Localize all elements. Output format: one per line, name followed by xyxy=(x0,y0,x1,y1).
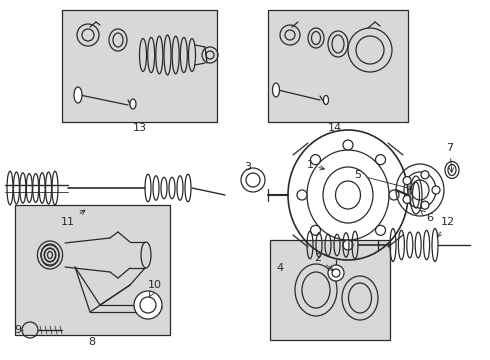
Ellipse shape xyxy=(74,87,82,103)
Text: 4: 4 xyxy=(276,263,284,273)
Text: 12: 12 xyxy=(437,217,455,237)
Circle shape xyxy=(375,225,386,235)
Text: 10: 10 xyxy=(148,280,162,297)
Circle shape xyxy=(297,190,307,200)
Circle shape xyxy=(134,291,162,319)
Bar xyxy=(15,205,170,335)
Text: 7: 7 xyxy=(446,143,454,172)
Circle shape xyxy=(311,225,320,235)
Text: 3: 3 xyxy=(245,162,251,172)
Circle shape xyxy=(241,168,265,192)
Circle shape xyxy=(328,265,344,281)
Circle shape xyxy=(343,140,353,150)
Ellipse shape xyxy=(272,83,279,97)
Ellipse shape xyxy=(323,95,328,104)
Circle shape xyxy=(375,155,386,165)
Circle shape xyxy=(140,297,156,313)
Circle shape xyxy=(343,240,353,250)
Text: 2: 2 xyxy=(315,253,333,271)
Circle shape xyxy=(403,195,411,203)
Text: 6: 6 xyxy=(421,211,434,223)
Bar xyxy=(268,10,408,122)
Text: 5: 5 xyxy=(354,170,413,190)
Text: 14: 14 xyxy=(328,123,342,133)
Bar xyxy=(62,10,217,122)
Circle shape xyxy=(432,186,440,194)
Text: 11: 11 xyxy=(61,210,85,227)
Circle shape xyxy=(421,201,429,209)
Circle shape xyxy=(389,190,399,200)
Text: 13: 13 xyxy=(133,123,147,133)
Circle shape xyxy=(403,177,411,185)
Circle shape xyxy=(421,171,429,179)
Text: 9: 9 xyxy=(14,325,22,335)
Circle shape xyxy=(311,155,320,165)
Text: 1: 1 xyxy=(307,160,324,170)
Ellipse shape xyxy=(130,99,136,109)
Text: 8: 8 xyxy=(88,337,96,347)
Bar xyxy=(270,240,390,340)
